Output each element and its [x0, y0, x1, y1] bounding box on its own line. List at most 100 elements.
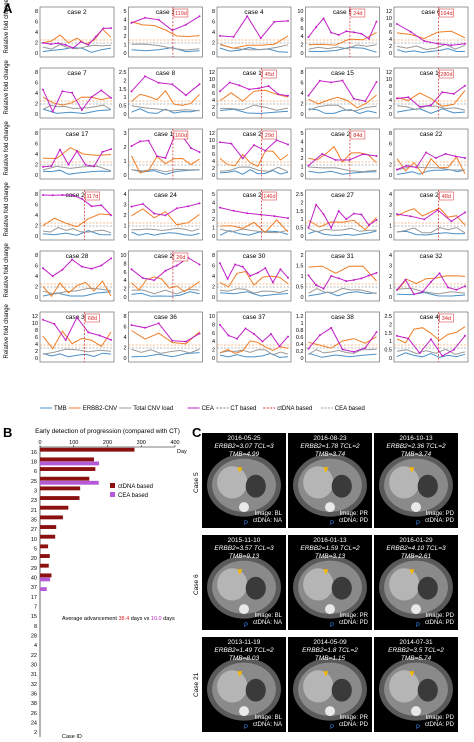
y-tick-label: 0: [35, 112, 38, 118]
y-tick-label: 0: [212, 295, 215, 301]
y-tick-label: 2.5: [296, 192, 304, 198]
y-tick-label: 6: [212, 20, 215, 26]
y-tick-label: 2: [212, 166, 215, 172]
case-plot: case 27 2.5 2 1.5 1 0.5 0: [296, 189, 380, 241]
cea-point: [71, 194, 74, 197]
ctdna-bar: [40, 515, 63, 520]
lead-time-box: [262, 191, 277, 201]
case-title: case 29: [154, 253, 177, 260]
y-tick-label: 8: [35, 328, 38, 334]
cea-point: [219, 206, 221, 209]
y-tick-label: 2: [212, 285, 215, 291]
y-tick-label: 2: [389, 274, 392, 280]
cea-point: [253, 144, 255, 147]
image-status: Image: PD: [425, 511, 454, 517]
cea-point: [64, 43, 67, 46]
lead-time-label: 34d: [442, 316, 451, 322]
tmb-line: [42, 229, 112, 236]
cea-point: [334, 159, 337, 161]
cea-point: [227, 334, 230, 337]
cea-point: [436, 209, 439, 212]
cea-point: [438, 272, 441, 275]
lead-time-label: 84d: [353, 133, 362, 139]
cea-point: [318, 79, 321, 82]
cea-point: [364, 346, 367, 349]
x-tick-label: 200: [103, 440, 112, 446]
case-title: case 7: [67, 70, 87, 77]
cea-point: [147, 139, 150, 142]
ctdna-bar: [40, 486, 81, 491]
cea-point: [434, 157, 437, 159]
y-tick-label: 8: [300, 17, 303, 23]
tmb-line: [308, 170, 377, 175]
ctdna-bar: [40, 505, 69, 510]
lead-time-label: 24d: [353, 11, 362, 17]
case-title: case 28: [66, 253, 89, 260]
case-title: case 32: [420, 253, 443, 260]
scan-genomic-info: ERBB2=1.49 TCL=2 TMB=8.03: [214, 647, 274, 662]
y-tick-label: 8: [212, 322, 215, 328]
cea-point: [141, 277, 144, 279]
erbb2-line: [131, 155, 200, 174]
cea-point: [454, 155, 457, 158]
y-tick-label: 1.5: [384, 331, 392, 337]
case-id-tick-label: 10: [31, 537, 37, 543]
cea-point: [110, 257, 112, 260]
cea-line: [42, 27, 112, 49]
legend-label: CEA based: [118, 493, 148, 499]
cnv-line: [396, 287, 466, 295]
case-title: case 10: [243, 70, 266, 77]
posterior-marker: P: [416, 725, 421, 731]
posterior-marker: P: [244, 521, 249, 527]
cea-point: [261, 340, 264, 343]
ctdna-status: ctDNA: PD: [338, 722, 368, 728]
erbb2-line: [396, 275, 466, 292]
ct-scan-image: 2016-05-25 ERBB2=3.07 TCL=3 TMB=4.99 Image…: [202, 433, 286, 528]
y-tick-label: 1: [389, 224, 392, 230]
cea-point: [413, 293, 415, 296]
cea-point: [90, 96, 93, 98]
plot-frame: [39, 189, 115, 241]
y-tick-label: 6: [389, 30, 392, 36]
tmb-line: [308, 46, 377, 53]
scan-genomic-info: ERBB2=4.10 TCL=3 TMB=2.61: [386, 545, 446, 560]
y-tick-label: 6: [35, 81, 38, 87]
cea-point: [100, 89, 103, 92]
cea-point: [415, 166, 418, 169]
case-id-tick-label: 4: [34, 643, 37, 649]
cea-point: [198, 83, 201, 86]
legend-label: ctDNA based: [277, 406, 312, 412]
cea-bar: [40, 480, 99, 485]
cea-line: [396, 23, 466, 46]
ct-scan-image: 2016-01-13 ERBB2=1.59 TCL=2 TMB=3.13 Image…: [288, 535, 372, 630]
case-id-tick-label: 28: [31, 634, 37, 640]
cea-point: [345, 218, 348, 221]
cea-point: [76, 150, 78, 152]
cea-point: [352, 31, 355, 34]
case-title: case 24: [154, 192, 177, 199]
y-tick-label: 2: [300, 200, 303, 206]
cnv-line: [396, 166, 466, 171]
ctdna-status: ctDNA: PD: [424, 722, 454, 728]
case-id-tick-label: 37: [31, 585, 37, 591]
cea-point: [322, 17, 325, 20]
cea-point: [42, 267, 44, 270]
lead-time-label: 119d: [175, 11, 187, 17]
erbb2-line: [219, 35, 289, 49]
cea-point: [330, 81, 333, 84]
y-tick-label: 6: [212, 152, 215, 158]
cea-point: [464, 84, 466, 87]
lead-time-box: [173, 8, 189, 18]
cea-point: [464, 157, 466, 159]
case-title: case 25: [243, 192, 266, 199]
y-tick-label: 2: [123, 287, 126, 293]
cea-point: [256, 271, 259, 274]
cea-point: [79, 40, 82, 43]
cea-line: [308, 203, 377, 230]
y-tick-label: 5: [212, 192, 215, 198]
cea-point: [315, 26, 318, 29]
cea-point: [287, 19, 289, 22]
image-status: Image: BL: [254, 715, 282, 721]
y-tick-label: 2: [123, 213, 126, 219]
case-title: case 23: [66, 192, 89, 199]
